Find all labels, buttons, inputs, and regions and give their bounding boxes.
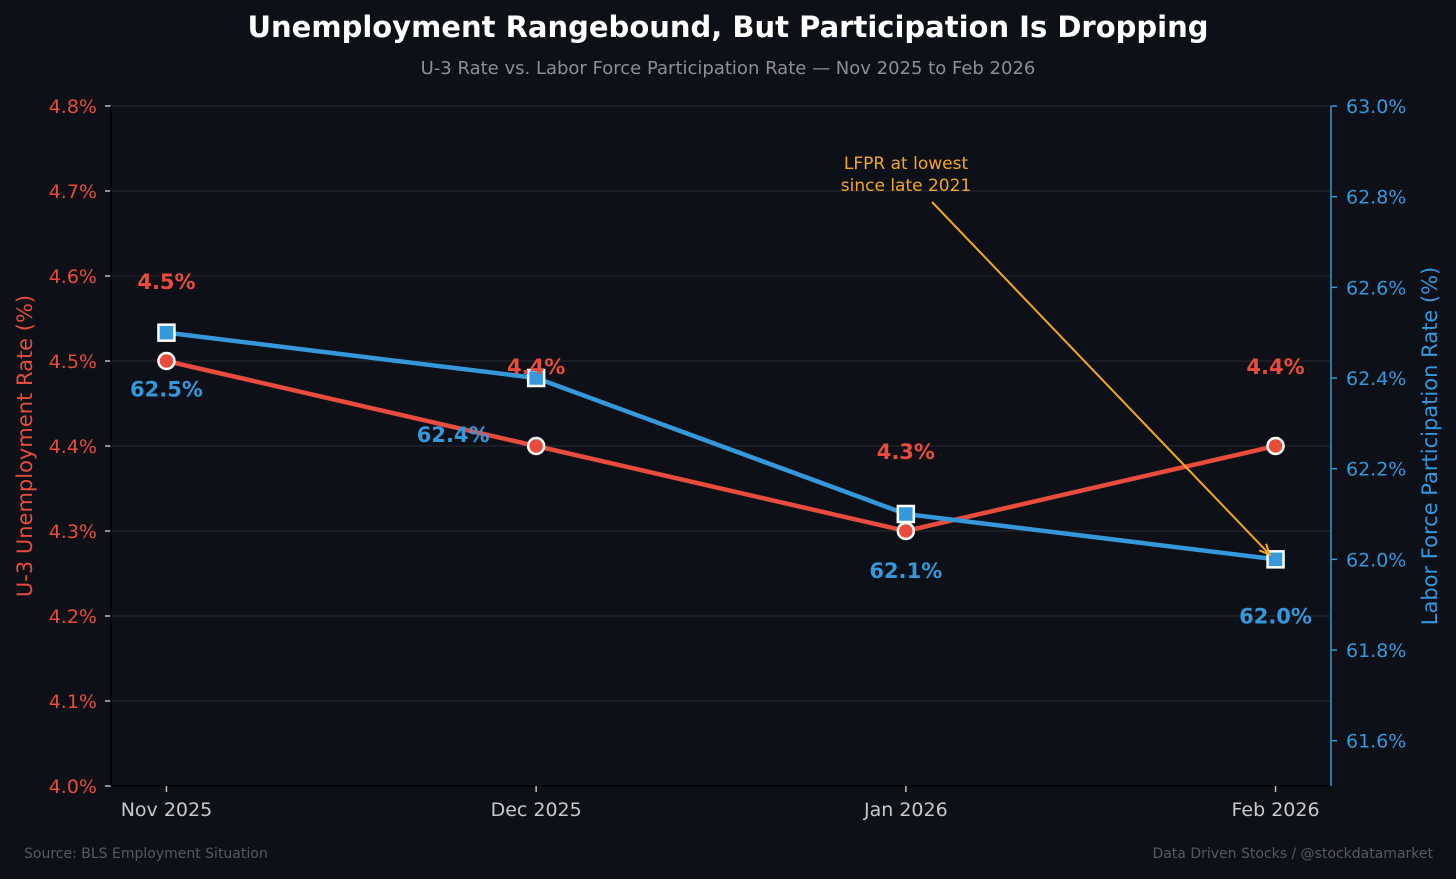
y-right-tick-label: 62.0% [1346, 549, 1406, 571]
series [157, 323, 1285, 569]
y-right-tick-label: 62.8% [1346, 187, 1406, 209]
y-left-tick-label: 4.8% [49, 96, 97, 118]
y-right-label: Labor Force Participation Rate (%) [1418, 267, 1442, 626]
data-labels: 4.5% 4.4% 4.3% 4.4% 62.5% 62.4% 62.1% 62.0% [130, 270, 1312, 628]
data-label-lfpr: 62.1% [869, 559, 942, 583]
data-point-u3 [1266, 436, 1285, 456]
chart-subtitle: U-3 Rate vs. Labor Force Participation R… [421, 58, 1036, 79]
data-point-lfpr [1266, 550, 1285, 569]
y-left-tick-label: 4.7% [49, 181, 97, 203]
data-point-u3 [526, 436, 546, 456]
data-label-u3: 4.3% [877, 440, 935, 464]
series-line [165, 358, 1277, 534]
y-right-tick-label: 63.0% [1346, 96, 1406, 118]
y-left-tick-label: 4.2% [49, 606, 97, 628]
y-right-tick-label: 61.6% [1346, 731, 1406, 753]
data-label-u3: 4.4% [1246, 355, 1304, 379]
data-point-u3 [896, 521, 916, 541]
x-tick-label: Nov 2025 [121, 799, 212, 821]
data-label-lfpr: 62.0% [1239, 604, 1312, 628]
y-left-tick-label: 4.6% [49, 266, 97, 288]
y-left-label: U-3 Unemployment Rate (%) [13, 295, 37, 597]
x-tick-label: Feb 2026 [1232, 799, 1320, 821]
data-label-u3: 4.4% [507, 355, 565, 379]
series-line [166, 330, 1276, 562]
axes: 4.0% 4.1% 4.2% 4.3% 4.4% 4.5% 4.6% 4.7% 4.8% 61.6… [49, 96, 1407, 821]
x-tick-label: Jan 2026 [863, 799, 948, 821]
y-left-tick-label: 4.1% [49, 691, 97, 713]
data-label-lfpr: 62.4% [417, 423, 490, 447]
data-label-lfpr: 62.5% [130, 378, 203, 402]
data-label-u3: 4.5% [137, 270, 195, 294]
chart-title: Unemployment Rangebound, But Participati… [247, 10, 1208, 44]
y-left-tick-label: 4.4% [49, 436, 97, 458]
y-right-tick-label: 61.8% [1346, 640, 1406, 662]
y-left-tick-label: 4.3% [49, 521, 97, 543]
x-tick-label: Dec 2025 [491, 799, 582, 821]
data-point-lfpr [526, 368, 546, 388]
annotation-text: since late 2021 [841, 176, 972, 196]
y-left-tick-label: 4.0% [49, 776, 97, 798]
y-right-tick-label: 62.6% [1346, 277, 1406, 299]
data-point-lfpr [157, 323, 176, 342]
data-point-u3 [157, 351, 176, 371]
data-point-lfpr [896, 504, 916, 524]
annotation-text: LFPR at lowest [844, 154, 969, 174]
annotation-arrow [931, 201, 1271, 556]
source-note: Source: BLS Employment Situation [24, 846, 268, 862]
y-left-tick-label: 4.5% [49, 351, 97, 373]
annotation-arrowhead [1258, 543, 1272, 556]
y-right-tick-label: 62.2% [1346, 459, 1406, 481]
credit-note: Data Driven Stocks / @stockdatamarket [1152, 846, 1433, 862]
y-right-tick-label: 62.4% [1346, 368, 1406, 390]
